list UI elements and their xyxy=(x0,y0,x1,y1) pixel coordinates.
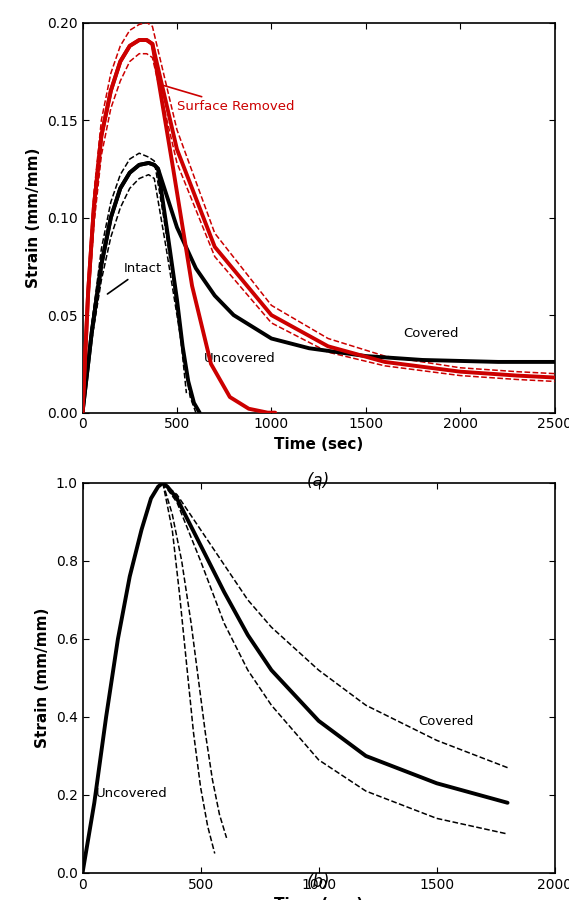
Text: Covered: Covered xyxy=(403,327,459,339)
Text: (b): (b) xyxy=(307,873,331,891)
Y-axis label: Strain (mm/mm): Strain (mm/mm) xyxy=(35,608,50,748)
Y-axis label: Strain (mm/mm): Strain (mm/mm) xyxy=(26,148,42,288)
X-axis label: Time (sec): Time (sec) xyxy=(274,437,363,452)
X-axis label: Time (sec): Time (sec) xyxy=(274,897,363,900)
Text: Uncovered: Uncovered xyxy=(203,352,275,365)
Text: Intact: Intact xyxy=(108,262,162,294)
Text: Uncovered: Uncovered xyxy=(96,787,167,800)
Text: Covered: Covered xyxy=(418,715,473,728)
Text: Surface Removed: Surface Removed xyxy=(164,86,295,113)
Text: (a): (a) xyxy=(307,472,330,490)
